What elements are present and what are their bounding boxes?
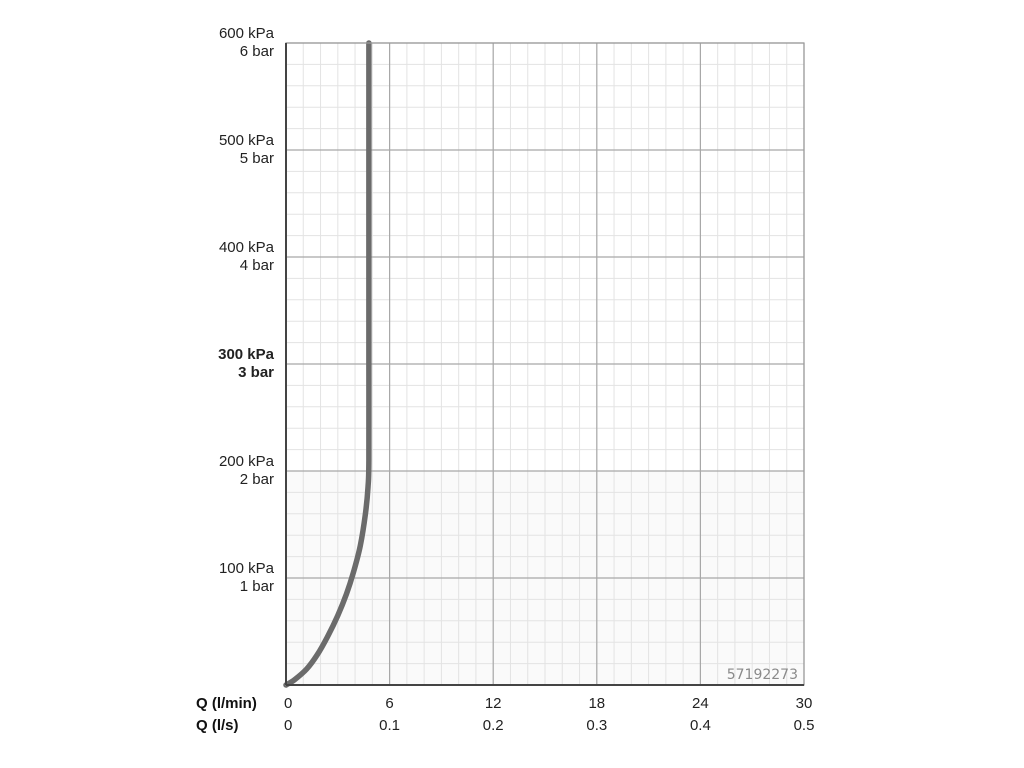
- x-axis-label-ls: Q (l/s): [196, 717, 239, 734]
- plot-frame: [285, 42, 805, 686]
- series-line: [283, 40, 372, 688]
- y-tick-label-kpa: 600 kPa: [219, 25, 275, 42]
- y-tick-label-kpa: 200 kPa: [219, 453, 275, 470]
- y-tick-label-bar: 1 bar: [240, 578, 274, 595]
- y-tick-label-kpa: 400 kPa: [219, 239, 275, 256]
- x-tick-label-ls: 0.5: [794, 717, 815, 734]
- x-tick-label-ls: 0.4: [690, 717, 711, 734]
- x-tick-label-lmin: 0: [284, 695, 292, 712]
- y-tick-label-bar: 4 bar: [240, 257, 274, 274]
- y-tick-label-kpa: 100 kPa: [219, 560, 275, 577]
- product-code-label: 57192273: [727, 667, 798, 683]
- x-tick-label-lmin: 24: [692, 695, 709, 712]
- x-tick-label-ls: 0.3: [586, 717, 607, 734]
- x-axis-label-lmin: Q (l/min): [196, 695, 257, 712]
- y-tick-label-bar: 6 bar: [240, 43, 274, 60]
- y-tick-label-bar: 2 bar: [240, 471, 274, 488]
- y-tick-label-bar: 3 bar: [238, 364, 274, 381]
- x-tick-label-lmin: 12: [485, 695, 502, 712]
- y-tick-label-kpa: 500 kPa: [219, 132, 275, 149]
- series-layer: [283, 40, 372, 688]
- y-tick-label-bar: 5 bar: [240, 150, 274, 167]
- x-tick-label-lmin: 18: [588, 695, 605, 712]
- x-axis-labels: 0 0 6 0.1 12 0.2 18 0.3 24 0.4 30 0.5: [284, 695, 814, 734]
- y-tick-label-kpa: 300 kPa: [218, 346, 275, 363]
- x-tick-label-ls: 0.2: [483, 717, 504, 734]
- x-tick-label-ls: 0.1: [379, 717, 400, 734]
- x-tick-label-lmin: 6: [385, 695, 393, 712]
- x-tick-label-lmin: 30: [796, 695, 813, 712]
- x-tick-label-ls: 0: [284, 717, 292, 734]
